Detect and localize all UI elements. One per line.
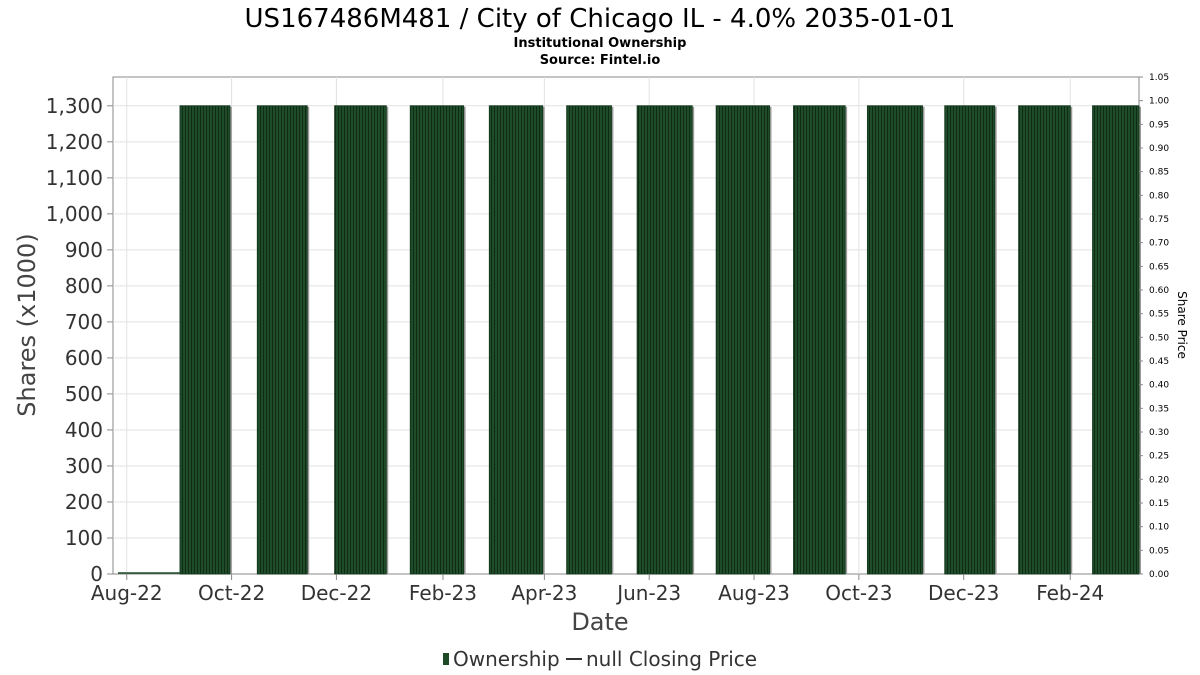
x-tick-label: Aug-22 — [91, 581, 163, 605]
y-tick-label: 0 — [90, 562, 103, 586]
y2-tick-label: 0.35 — [1149, 404, 1169, 414]
y2-tick-label: 0.00 — [1149, 570, 1169, 580]
legend-price-label: null Closing Price — [586, 647, 757, 671]
x-tick-label: Feb-24 — [1036, 581, 1104, 605]
y2-tick-label: 0.10 — [1149, 523, 1169, 533]
legend-ownership-swatch — [443, 653, 449, 665]
ownership-bar — [334, 105, 387, 575]
y-tick-label: 300 — [65, 454, 103, 478]
y2-tick-label: 0.60 — [1149, 286, 1169, 296]
y-tick-label: 900 — [65, 238, 103, 262]
chart-subtitle-line-2: Source: Fintel.io — [540, 53, 661, 68]
y-tick-label: 200 — [65, 490, 103, 514]
ownership-bar — [566, 105, 612, 575]
x-tick-label: Jun-23 — [615, 581, 681, 605]
y2-tick-label: 0.05 — [1149, 546, 1169, 556]
x-tick-label: Dec-22 — [301, 581, 372, 605]
y2-tick-label: 0.65 — [1149, 262, 1169, 272]
y-tick-label: 800 — [65, 274, 103, 298]
y2-axis-ticks: 0.00 0.05 0.10 0.15 0.20 0.25 0.30 0.35 0.40 0.45… — [1139, 73, 1169, 580]
ownership-bar — [793, 105, 846, 575]
y2-tick-label: 0.40 — [1149, 381, 1169, 391]
x-tick-label: Oct-22 — [198, 581, 265, 605]
y2-tick-label: 0.70 — [1149, 239, 1169, 249]
ownership-bar — [715, 105, 771, 575]
y-tick-label: 700 — [65, 310, 103, 334]
y2-tick-label: 1.05 — [1149, 73, 1169, 83]
ownership-bar — [866, 105, 923, 575]
y2-axis-label: Share Price — [1175, 291, 1189, 359]
y-tick-label: 500 — [65, 382, 103, 406]
legend-ownership-label: Ownership — [453, 647, 560, 671]
x-tick-label: Dec-23 — [928, 581, 999, 605]
y2-tick-label: 0.25 — [1149, 452, 1169, 462]
legend: Ownership null Closing Price — [443, 647, 757, 671]
ownership-bar — [944, 105, 996, 575]
y-axis-label: Shares (x1000) — [13, 233, 41, 416]
x-tick-label: Oct-23 — [825, 581, 892, 605]
ownership-bars — [118, 105, 1141, 575]
ownership-bar — [256, 105, 308, 575]
y-tick-label: 1,000 — [46, 202, 103, 226]
y2-tick-label: 0.45 — [1149, 357, 1169, 367]
y2-tick-label: 0.30 — [1149, 428, 1169, 438]
ownership-bar — [1018, 105, 1071, 575]
y2-tick-label: 1.00 — [1149, 97, 1169, 107]
x-axis-label: Date — [571, 608, 628, 636]
x-tick-label: Aug-23 — [718, 581, 790, 605]
ownership-bar — [488, 105, 544, 575]
y2-tick-label: 0.55 — [1149, 310, 1169, 320]
chart-subtitle-line-1: Institutional Ownership — [514, 36, 687, 51]
chart-title: US167486M481 / City of Chicago IL - 4.0%… — [245, 4, 956, 34]
ownership-bar — [179, 105, 231, 575]
y-tick-label: 1,300 — [46, 94, 103, 118]
ownership-bar — [636, 105, 693, 575]
y-tick-label: 1,200 — [46, 130, 103, 154]
y2-tick-label: 0.90 — [1149, 144, 1169, 154]
ownership-bar — [1092, 105, 1140, 575]
y-tick-label: 400 — [65, 418, 103, 442]
x-axis-ticks: Aug-22 Oct-22 Dec-22 Feb-23 Apr-23 Jun-23 Aug-… — [91, 574, 1104, 605]
y-axis-ticks: 0 100 200 300 400 500 600 700 800 900 1,000 1,100 1,… — [46, 94, 113, 586]
y2-tick-label: 0.80 — [1149, 191, 1169, 201]
y-tick-label: 100 — [65, 526, 103, 550]
y2-tick-label: 0.20 — [1149, 475, 1169, 485]
y-tick-label: 1,100 — [46, 166, 103, 190]
ownership-bar — [409, 105, 465, 575]
y2-tick-label: 0.95 — [1149, 120, 1169, 130]
y2-tick-label: 0.15 — [1149, 499, 1169, 509]
y-tick-label: 600 — [65, 346, 103, 370]
x-tick-label: Feb-23 — [409, 581, 477, 605]
y2-tick-label: 0.75 — [1149, 215, 1169, 225]
y2-tick-label: 0.85 — [1149, 168, 1169, 178]
x-tick-label: Apr-23 — [511, 581, 577, 605]
y2-tick-label: 0.50 — [1149, 333, 1169, 343]
